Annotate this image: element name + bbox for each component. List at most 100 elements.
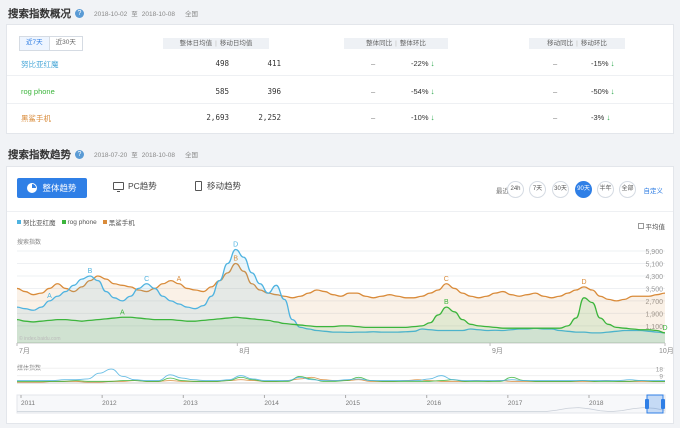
range-all[interactable]: 全部 [619,181,636,198]
tab-7-days[interactable]: 近7天 [20,37,50,50]
timeline-handle-right [661,399,665,409]
help-icon[interactable]: ? [75,149,84,159]
overview-title: 搜索指数概况 [8,7,71,20]
legend-item[interactable]: 黑鲨手机 [102,217,135,227]
overview-tabs: 近7天 近30天 [19,36,83,51]
mobile-avg-value: 2,252 [258,113,281,122]
watermark: © index.baidu.com [19,335,60,342]
timeline-year-label: 2012 [102,400,117,407]
legend-item[interactable]: 努比亚红魔 [17,217,56,227]
range-7d[interactable]: 7天 [529,181,546,198]
overview-date-range: 2018-10-02 至 2018-10-08 全国 [94,11,198,18]
peak-marker: D [233,241,238,248]
mobile-mom-value: -3% ↓ [591,113,611,122]
range-24h[interactable]: 24h [507,181,524,198]
x-tick-label: 10月 [659,347,673,355]
timeline-year-label: 2013 [183,400,198,407]
trend-date-range: 2018-07-20 至 2018-10-08 全国 [94,152,198,159]
keyword-name: 努比亚红魔 [21,60,59,69]
mobile-yoy-value: – [553,87,558,96]
phone-icon [195,181,202,191]
down-arrow-icon: ↓ [610,87,615,96]
peak-marker: A [120,309,125,316]
timeline-year-label: 2018 [589,400,604,407]
table-row: 黑鲨手机 2,693 2,252 – -10% ↓ – -3% ↓ [7,106,673,130]
series-area-heisha [17,263,665,343]
y-tick-label: 5,100 [645,262,663,269]
overview-card: 近7天 近30天 整体日均值 | 移动日均值 整体同比 | 整体环比 移动同比 | 移动环比… [6,24,674,134]
checkbox[interactable] [637,223,644,229]
mobile-trend-button[interactable]: 移动趋势 [195,180,241,192]
avg-value: 2,693 [206,113,229,122]
average-toggle[interactable]: 平均值 [637,221,665,231]
avg-value: 498 [215,59,229,68]
down-arrow-icon: ↓ [430,87,435,96]
trend-title: 搜索指数趋势 [8,148,71,161]
mom-value: -22% ↓ [411,59,435,68]
mobile-mom-value: -50% ↓ [591,87,615,96]
media-y-tick-label: 18 [656,366,664,373]
mobile-avg-value: 396 [267,87,281,96]
mobile-yoy-value: – [553,113,558,122]
media-y-tick-label: 9 [659,374,663,381]
pie-chart-icon [27,183,38,193]
timeline-year-label: 2014 [264,400,279,407]
header-avg: 整体日均值 [179,40,213,47]
trend-chart[interactable]: 5,900 5,100 4,300 3,500 2,700 1,900 1,100 7月 8月 9… [7,167,673,423]
y-tick-label: 4,300 [645,274,663,281]
yoy-value: – [371,113,376,122]
x-tick-label: 9月 [492,347,503,355]
range-label: 最近 [496,188,509,195]
y-tick-label: 5,900 [645,249,663,256]
chart-legend: 努比亚红魔 rog phone 黑鲨手机 [17,217,141,227]
avg-value: 585 [215,87,229,96]
trend-card: 整体趋势 PC趋势 移动趋势 最近 24h 7天 30天 90天 半年 全部 自… [6,166,674,424]
timeline-year-label: 2017 [508,400,523,407]
trend-header: 搜索指数趋势 ? 2018-07-20 至 2018-10-08 全国 [8,147,202,161]
header-mobile-yoy: 移动同比 [547,40,574,47]
mom-value: -10% ↓ [411,113,435,122]
header-overall-change-group: 整体同比 | 整体环比 [344,38,448,49]
down-arrow-icon: ↓ [610,59,615,68]
peak-marker: A [47,293,52,300]
header-mobile-change-group: 移动同比 | 移动环比 [529,38,625,49]
down-arrow-icon: ↓ [430,113,435,122]
pc-trend-button[interactable]: PC趋势 [113,180,157,192]
timeline-window [646,394,664,414]
x-tick-label: 8月 [239,347,250,355]
keyword-name: rog phone [21,87,55,96]
down-arrow-icon: ↓ [606,113,611,122]
media-line-nubia [16,368,666,381]
help-icon[interactable]: ? [75,8,84,18]
peak-marker: B [88,268,93,275]
series-area-nubia [17,249,665,343]
mobile-yoy-value: – [553,59,558,68]
header-yoy: 整体同比 [366,40,393,47]
timeline-year-label: 2015 [346,400,361,407]
range-30d[interactable]: 30天 [552,181,569,198]
peak-marker: D [662,325,667,332]
yoy-value: – [371,87,376,96]
tab-30-days[interactable]: 近30天 [55,39,76,46]
media-index-label: 媒体指数 [17,366,42,372]
header-mobile-avg: 移动日均值 [219,40,253,47]
legend-item[interactable]: rog phone [61,217,97,227]
down-arrow-icon: ↓ [430,59,435,68]
keyword-name: 黑鲨手机 [21,114,51,123]
table-row: 努比亚红魔 498 411 – -22% ↓ – -15% ↓ [7,52,673,76]
overall-trend-button[interactable]: 整体趋势 [17,178,87,198]
media-line-rog [17,376,665,382]
y-tick-label: 1,900 [645,311,663,318]
header-mobile-mom: 移动环比 [580,40,607,47]
overview-header: 搜索指数概况 ? 2018-10-02 至 2018-10-08 全国 [8,6,202,20]
peak-marker: C [444,276,449,283]
range-half-year[interactable]: 半年 [597,181,614,198]
custom-range-link[interactable]: 自定义 [643,188,664,195]
timeline-year-label: 2016 [427,400,442,407]
range-90d[interactable]: 90天 [575,181,592,198]
yoy-value: – [371,59,376,68]
series-area-rog [17,297,665,343]
peak-marker: D [581,279,586,286]
search-index-label: 搜索指数 [17,240,42,246]
peak-marker: B [233,256,238,263]
